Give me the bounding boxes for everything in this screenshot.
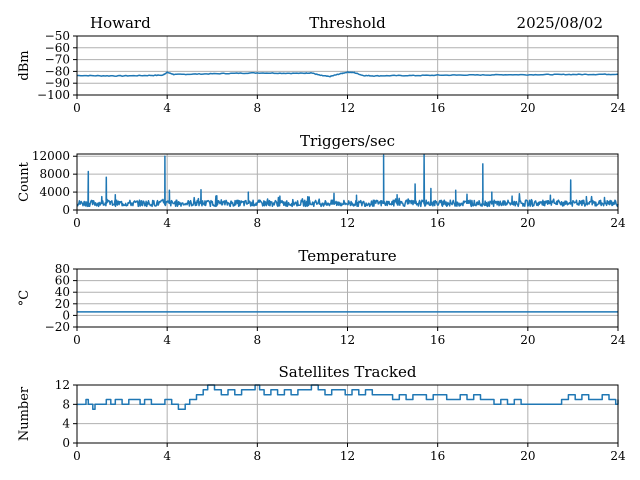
satellites-panel: 0 4 8 12 16 20 24 0 4 8 12 Satellites Tracked Number (17, 363, 626, 463)
threshold-y-axis-label: dBm (17, 50, 32, 80)
threshold-y-tick-label: −90 (45, 76, 70, 90)
station-name: Howard (90, 14, 151, 32)
temperature-y-tick-label: 20 (55, 297, 70, 311)
temperature-y-tick-label: 80 (55, 262, 70, 276)
triggers-x-tick-label: 16 (430, 216, 445, 230)
threshold-y-tick-label: −100 (37, 88, 70, 102)
satellites-x-tick-label: 4 (163, 449, 171, 463)
satellites-x-tick-label: 0 (73, 449, 81, 463)
satellites-y-tick-label: 0 (62, 436, 70, 450)
satellites-y-tick-label: 12 (55, 378, 70, 392)
threshold-x-tick-label: 0 (73, 101, 81, 115)
temperature-y-tick-label: 0 (62, 308, 70, 322)
temperature-y-tick-label: −20 (45, 320, 70, 334)
threshold-x-tick-label: 20 (520, 101, 535, 115)
satellites-x-tick-label: 24 (610, 449, 626, 463)
threshold-series-line (77, 71, 619, 78)
triggers-title: Triggers/sec (300, 132, 395, 150)
threshold-x-tick-label: 4 (163, 101, 171, 115)
triggers-y-tick-label: 12000 (32, 149, 70, 163)
chart-panels: 0 4 8 12 16 20 24 −100−90−80−70−60−50 Threshold d… (17, 14, 626, 463)
temperature-x-tick-label: 8 (254, 333, 262, 347)
triggers-x-tick-label: 20 (520, 216, 535, 230)
triggers-x-tick-label: 12 (340, 216, 355, 230)
satellites-x-tick-label: 20 (520, 449, 535, 463)
threshold-y-tick-label: −70 (45, 53, 70, 67)
threshold-x-tick-label: 16 (430, 101, 445, 115)
date-label: 2025/08/02 (517, 14, 603, 32)
satellites-y-tick-label: 4 (62, 417, 70, 431)
triggers-y-tick-label: 4000 (39, 185, 70, 199)
temperature-x-tick-label: 12 (340, 333, 355, 347)
temperature-x-tick-label: 0 (73, 333, 81, 347)
satellites-title: Satellites Tracked (279, 363, 417, 381)
satellites-series-line (76, 384, 619, 410)
triggers-panel: 0 4 8 12 16 20 24 0 4000 8000 12000 Triggers/sec Cou… (17, 132, 626, 230)
threshold-title: Threshold (309, 14, 386, 32)
triggers-x-tick-label: 8 (254, 216, 262, 230)
threshold-y-tick-label: −50 (45, 29, 70, 43)
temperature-x-tick-label: 20 (520, 333, 535, 347)
threshold-x-tick-label: 12 (340, 101, 355, 115)
satellites-y-tick-label: 8 (62, 397, 70, 411)
temperature-title: Temperature (298, 247, 396, 265)
threshold-panel: 0 4 8 12 16 20 24 −100−90−80−70−60−50 Threshold d… (17, 14, 626, 115)
temperature-y-tick-label: 40 (55, 285, 70, 299)
triggers-y-tick-label: 0 (62, 203, 70, 217)
temperature-x-tick-label: 24 (610, 333, 626, 347)
satellites-x-tick-label: 8 (254, 449, 262, 463)
triggers-x-tick-label: 24 (610, 216, 626, 230)
satellites-x-tick-label: 16 (430, 449, 445, 463)
satellites-x-tick-label: 12 (340, 449, 355, 463)
threshold-x-tick-label: 24 (610, 101, 626, 115)
triggers-x-tick-label: 0 (73, 216, 81, 230)
satellites-y-axis-label: Number (17, 386, 32, 441)
triggers-series-line (76, 154, 619, 208)
temperature-x-tick-label: 16 (430, 333, 445, 347)
triggers-y-tick-label: 8000 (39, 167, 70, 181)
temperature-y-tick-label: 60 (55, 274, 70, 288)
threshold-y-tick-label: −80 (45, 64, 70, 78)
threshold-y-tick-label: −60 (45, 41, 70, 55)
temperature-y-axis-label: °C (17, 290, 32, 307)
threshold-x-tick-label: 8 (254, 101, 262, 115)
triggers-y-axis-label: Count (17, 161, 32, 202)
triggers-x-tick-label: 4 (163, 216, 171, 230)
temperature-x-tick-label: 4 (163, 333, 171, 347)
